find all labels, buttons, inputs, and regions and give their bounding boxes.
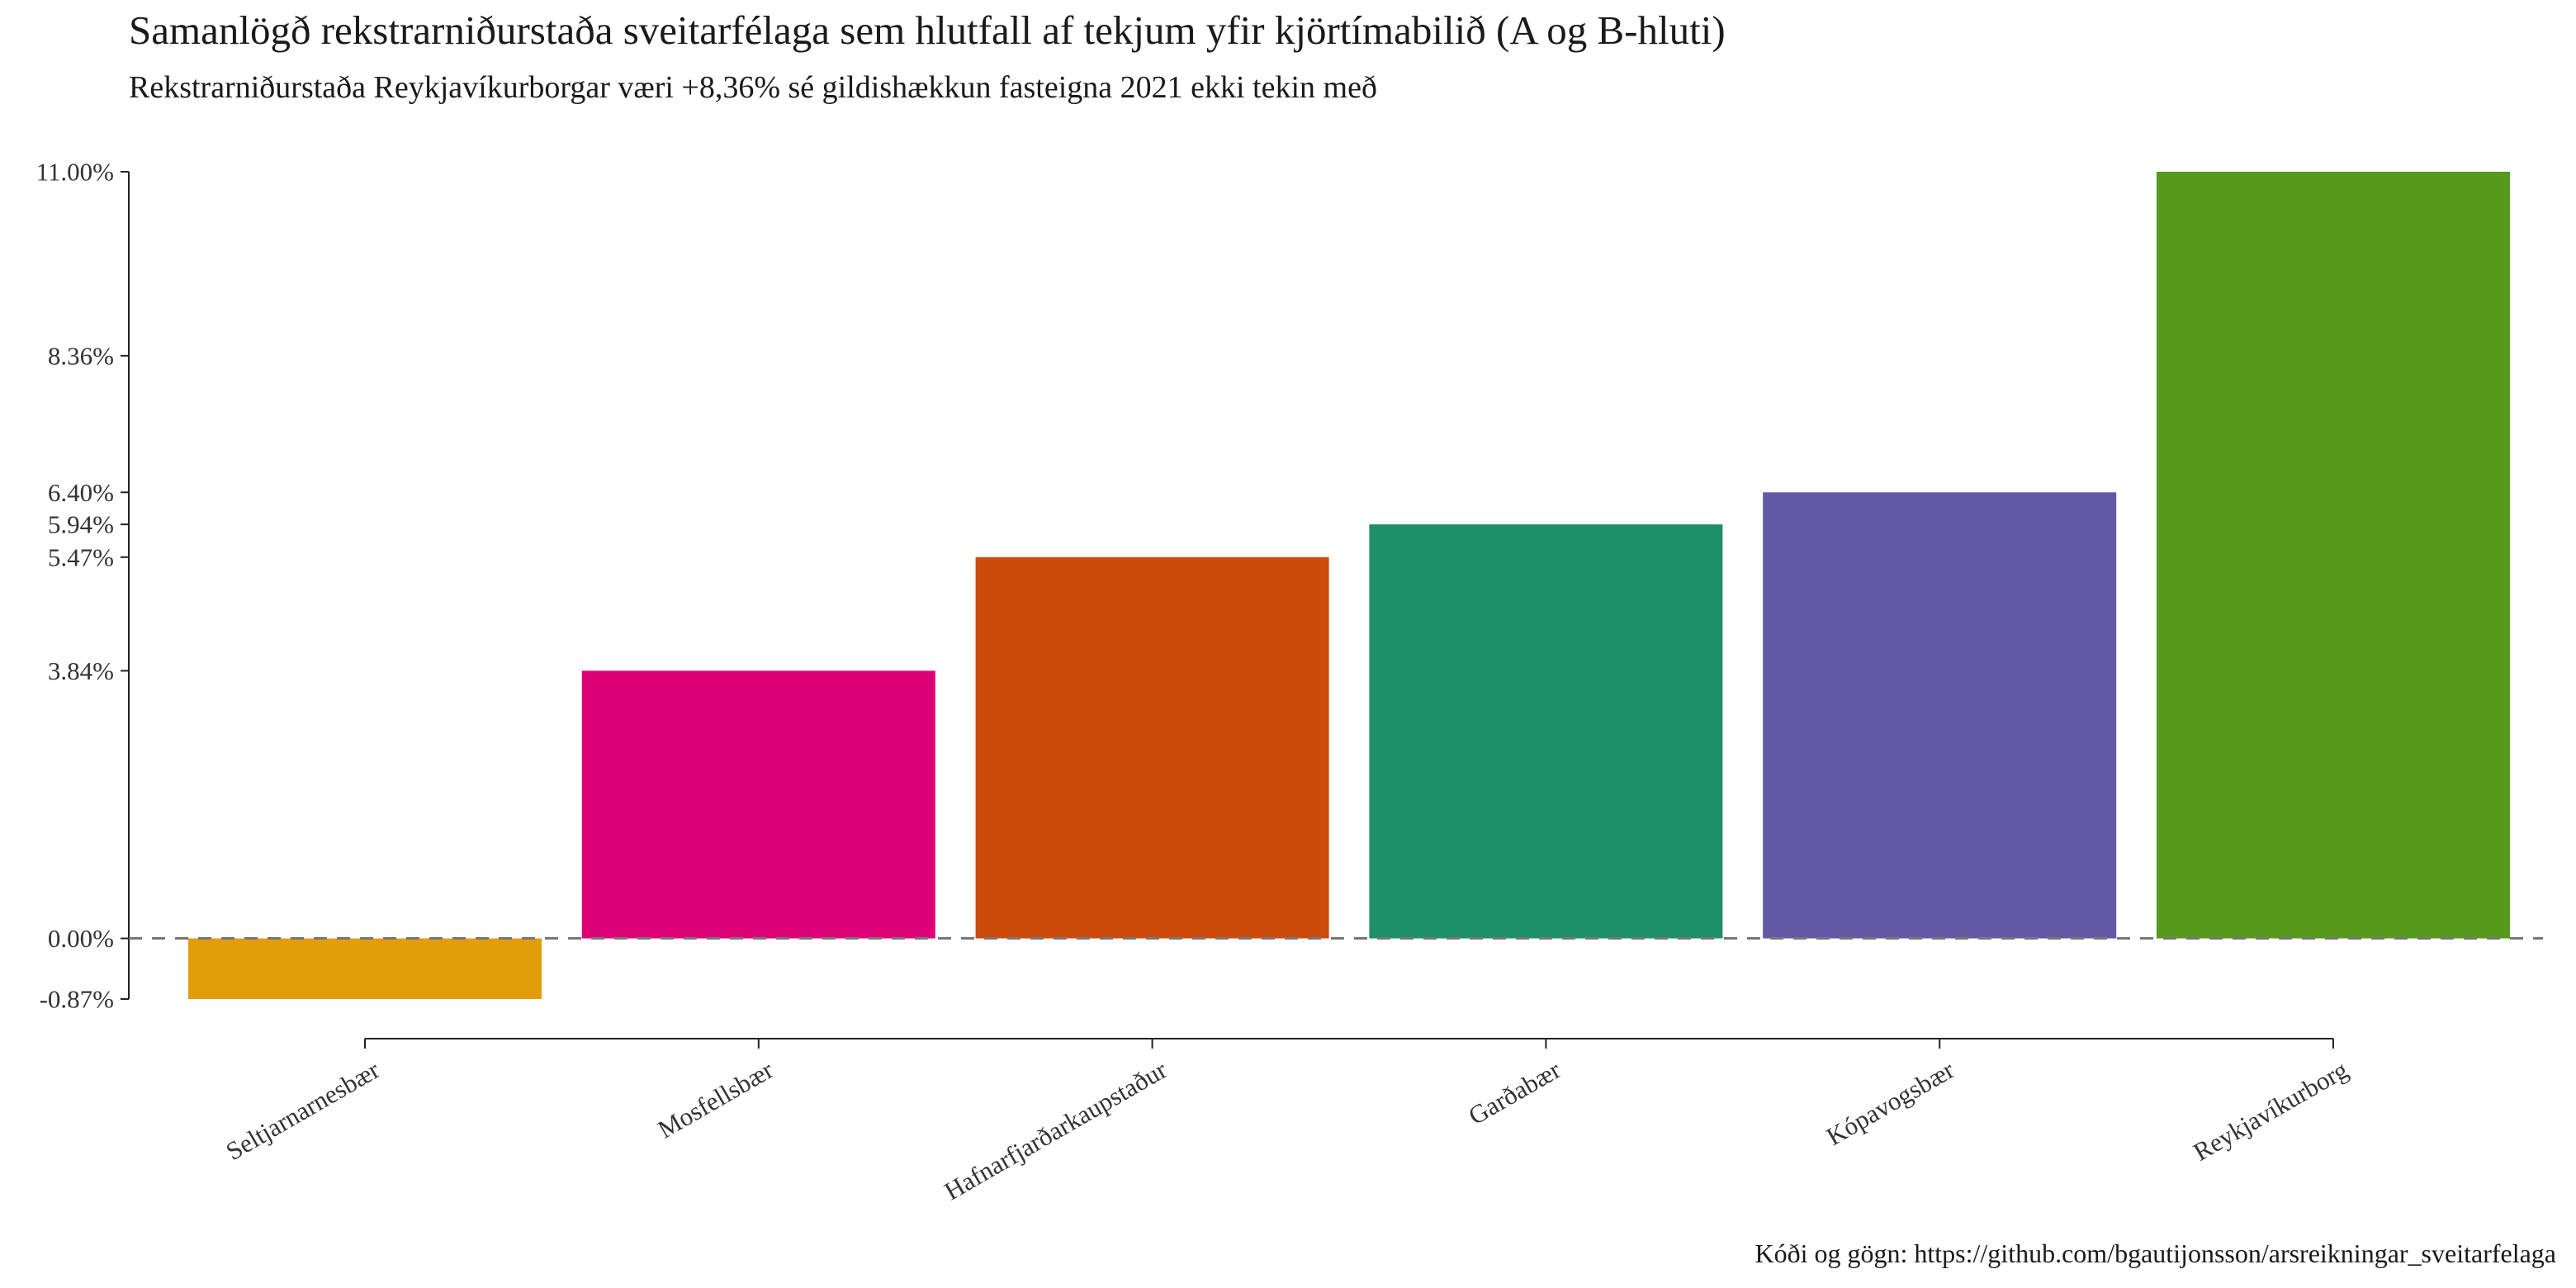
chart-subtitle: Rekstrarniðurstaða Reykjavíkurborgar vær… xyxy=(129,70,1377,105)
y-tick-label: 6.40% xyxy=(48,478,114,507)
y-axis: -0.87% 0.00% 3.84% 5.47% 5.94% 6.40% 8.36% 11.0… xyxy=(36,158,130,1014)
x-tick-label: Garðabær xyxy=(1464,1054,1566,1130)
bar-5 xyxy=(2157,172,2510,939)
bar-1 xyxy=(581,670,935,939)
bar-3 xyxy=(1369,524,1723,939)
bars xyxy=(188,172,2510,999)
x-tick-label: Kópavogsbær xyxy=(1821,1054,1959,1151)
y-tick-label: 3.84% xyxy=(48,656,114,685)
y-tick-label: 8.36% xyxy=(48,341,114,370)
y-tick-label: 5.47% xyxy=(48,542,114,571)
bar-0 xyxy=(188,938,542,999)
chart-title: Samanlögð rekstrarniðurstaða sveitarféla… xyxy=(129,7,1726,53)
y-tick-label: -0.87% xyxy=(40,985,114,1014)
source-caption: Kóði og gögn: https://github.com/bgautij… xyxy=(1754,1238,2557,1268)
y-tick-label: 0.00% xyxy=(48,924,114,953)
x-tick-label: Seltjarnarnesbær xyxy=(221,1054,386,1166)
bar-2 xyxy=(975,556,1329,939)
bar-4 xyxy=(1763,492,2117,939)
x-axis: Seltjarnarnesbær Mosfellsbær Hafnarfjarðar… xyxy=(221,1038,2353,1205)
y-tick-label: 11.00% xyxy=(36,158,114,187)
x-tick-label: Mosfellsbær xyxy=(653,1054,779,1144)
x-tick-label: Hafnarfjarðarkaupstaður xyxy=(940,1054,1172,1205)
x-tick-label: Reykjavíkurborg xyxy=(2189,1055,2353,1167)
y-tick-label: 5.94% xyxy=(48,510,114,539)
